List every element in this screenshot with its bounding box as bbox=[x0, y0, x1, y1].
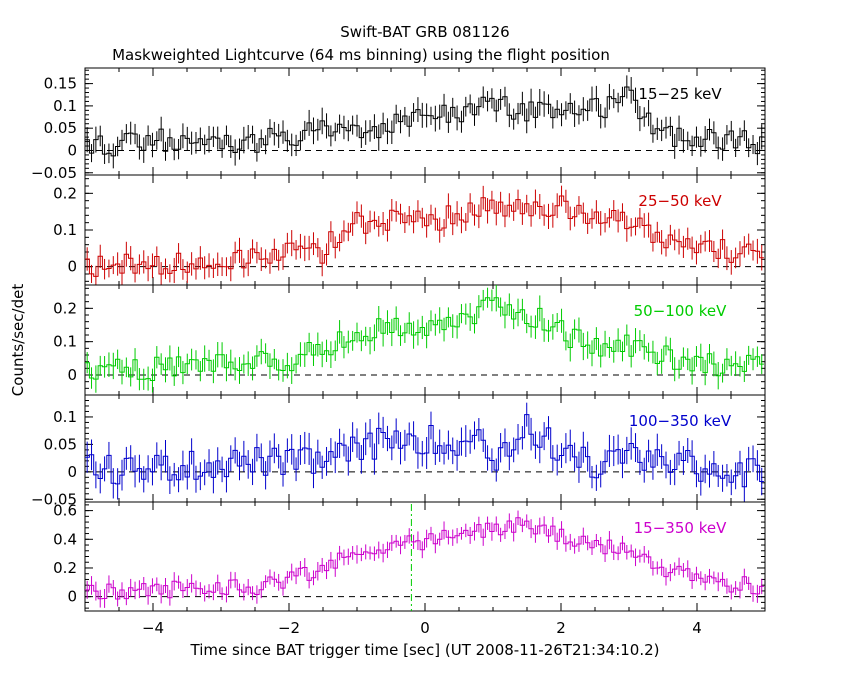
panel-4: −0.05 0 0.05 0.1 100−350 keV bbox=[31, 394, 766, 508]
y-tick-label: 0.05 bbox=[44, 119, 77, 137]
band-label: 15−25 keV bbox=[638, 85, 722, 103]
panel-2: 0 0.1 0.2 25−50 keV bbox=[53, 174, 766, 286]
y-tick-label: 0.2 bbox=[53, 299, 77, 317]
x-tick-label: −4 bbox=[142, 619, 164, 637]
band-label: 50−100 keV bbox=[634, 302, 727, 320]
y-tick-label: 0.2 bbox=[53, 559, 77, 577]
panel-3: 0 0.1 0.2 50−100 keV bbox=[53, 284, 766, 396]
y-tick-label: 0 bbox=[67, 366, 77, 384]
x-axis-label: Time since BAT trigger time [sec] (UT 20… bbox=[190, 641, 660, 659]
panel-5: 0 0.2 0.4 0.6 15−350 keV −4 −2 0 2 4 bbox=[53, 501, 766, 637]
x-tick-label: −2 bbox=[278, 619, 300, 637]
band-label: 25−50 keV bbox=[638, 192, 722, 210]
lightcurve-series bbox=[85, 195, 764, 277]
lightcurve-series bbox=[85, 517, 764, 600]
y-tick-label: 0.1 bbox=[53, 333, 77, 351]
y-tick-label: 0.1 bbox=[53, 97, 77, 115]
y-tick-label: 0.1 bbox=[53, 408, 77, 426]
y-tick-label: 0.15 bbox=[44, 75, 77, 93]
band-label: 15−350 keV bbox=[634, 519, 727, 537]
y-tick-label: 0.1 bbox=[53, 221, 77, 239]
y-tick-label: 0.2 bbox=[53, 184, 77, 202]
y-tick-label: 0 bbox=[67, 141, 77, 159]
lightcurve-series bbox=[85, 297, 764, 381]
y-tick-label: 0 bbox=[67, 588, 77, 606]
y-tick-label: 0.05 bbox=[44, 435, 77, 453]
x-tick-label: 2 bbox=[556, 619, 566, 637]
lightcurve-series bbox=[85, 86, 764, 157]
y-tick-label: 0 bbox=[67, 258, 77, 276]
panels-group: −0.05 0 0.05 0.1 0.15 15−25 keV 0 0.1 0.2 25−50 k… bbox=[31, 67, 766, 637]
x-tick-label: 4 bbox=[692, 619, 702, 637]
chart-title: Swift-BAT GRB 081126 bbox=[340, 23, 509, 41]
y-tick-label: 0.4 bbox=[53, 530, 77, 548]
lightcurve-series bbox=[85, 414, 764, 488]
band-label: 100−350 keV bbox=[629, 412, 732, 430]
chart-subtitle: Maskweighted Lightcurve (64 ms binning) … bbox=[112, 46, 610, 64]
y-tick-label: −0.05 bbox=[31, 490, 77, 508]
x-tick-label: 0 bbox=[420, 619, 430, 637]
y-tick-label: 0.6 bbox=[53, 502, 77, 520]
y-tick-label: 0 bbox=[67, 463, 77, 481]
y-axis-label: Counts/sec/det bbox=[9, 284, 27, 397]
panel-1: −0.05 0 0.05 0.1 0.15 15−25 keV bbox=[31, 67, 766, 182]
y-tick-label: −0.05 bbox=[31, 164, 77, 182]
